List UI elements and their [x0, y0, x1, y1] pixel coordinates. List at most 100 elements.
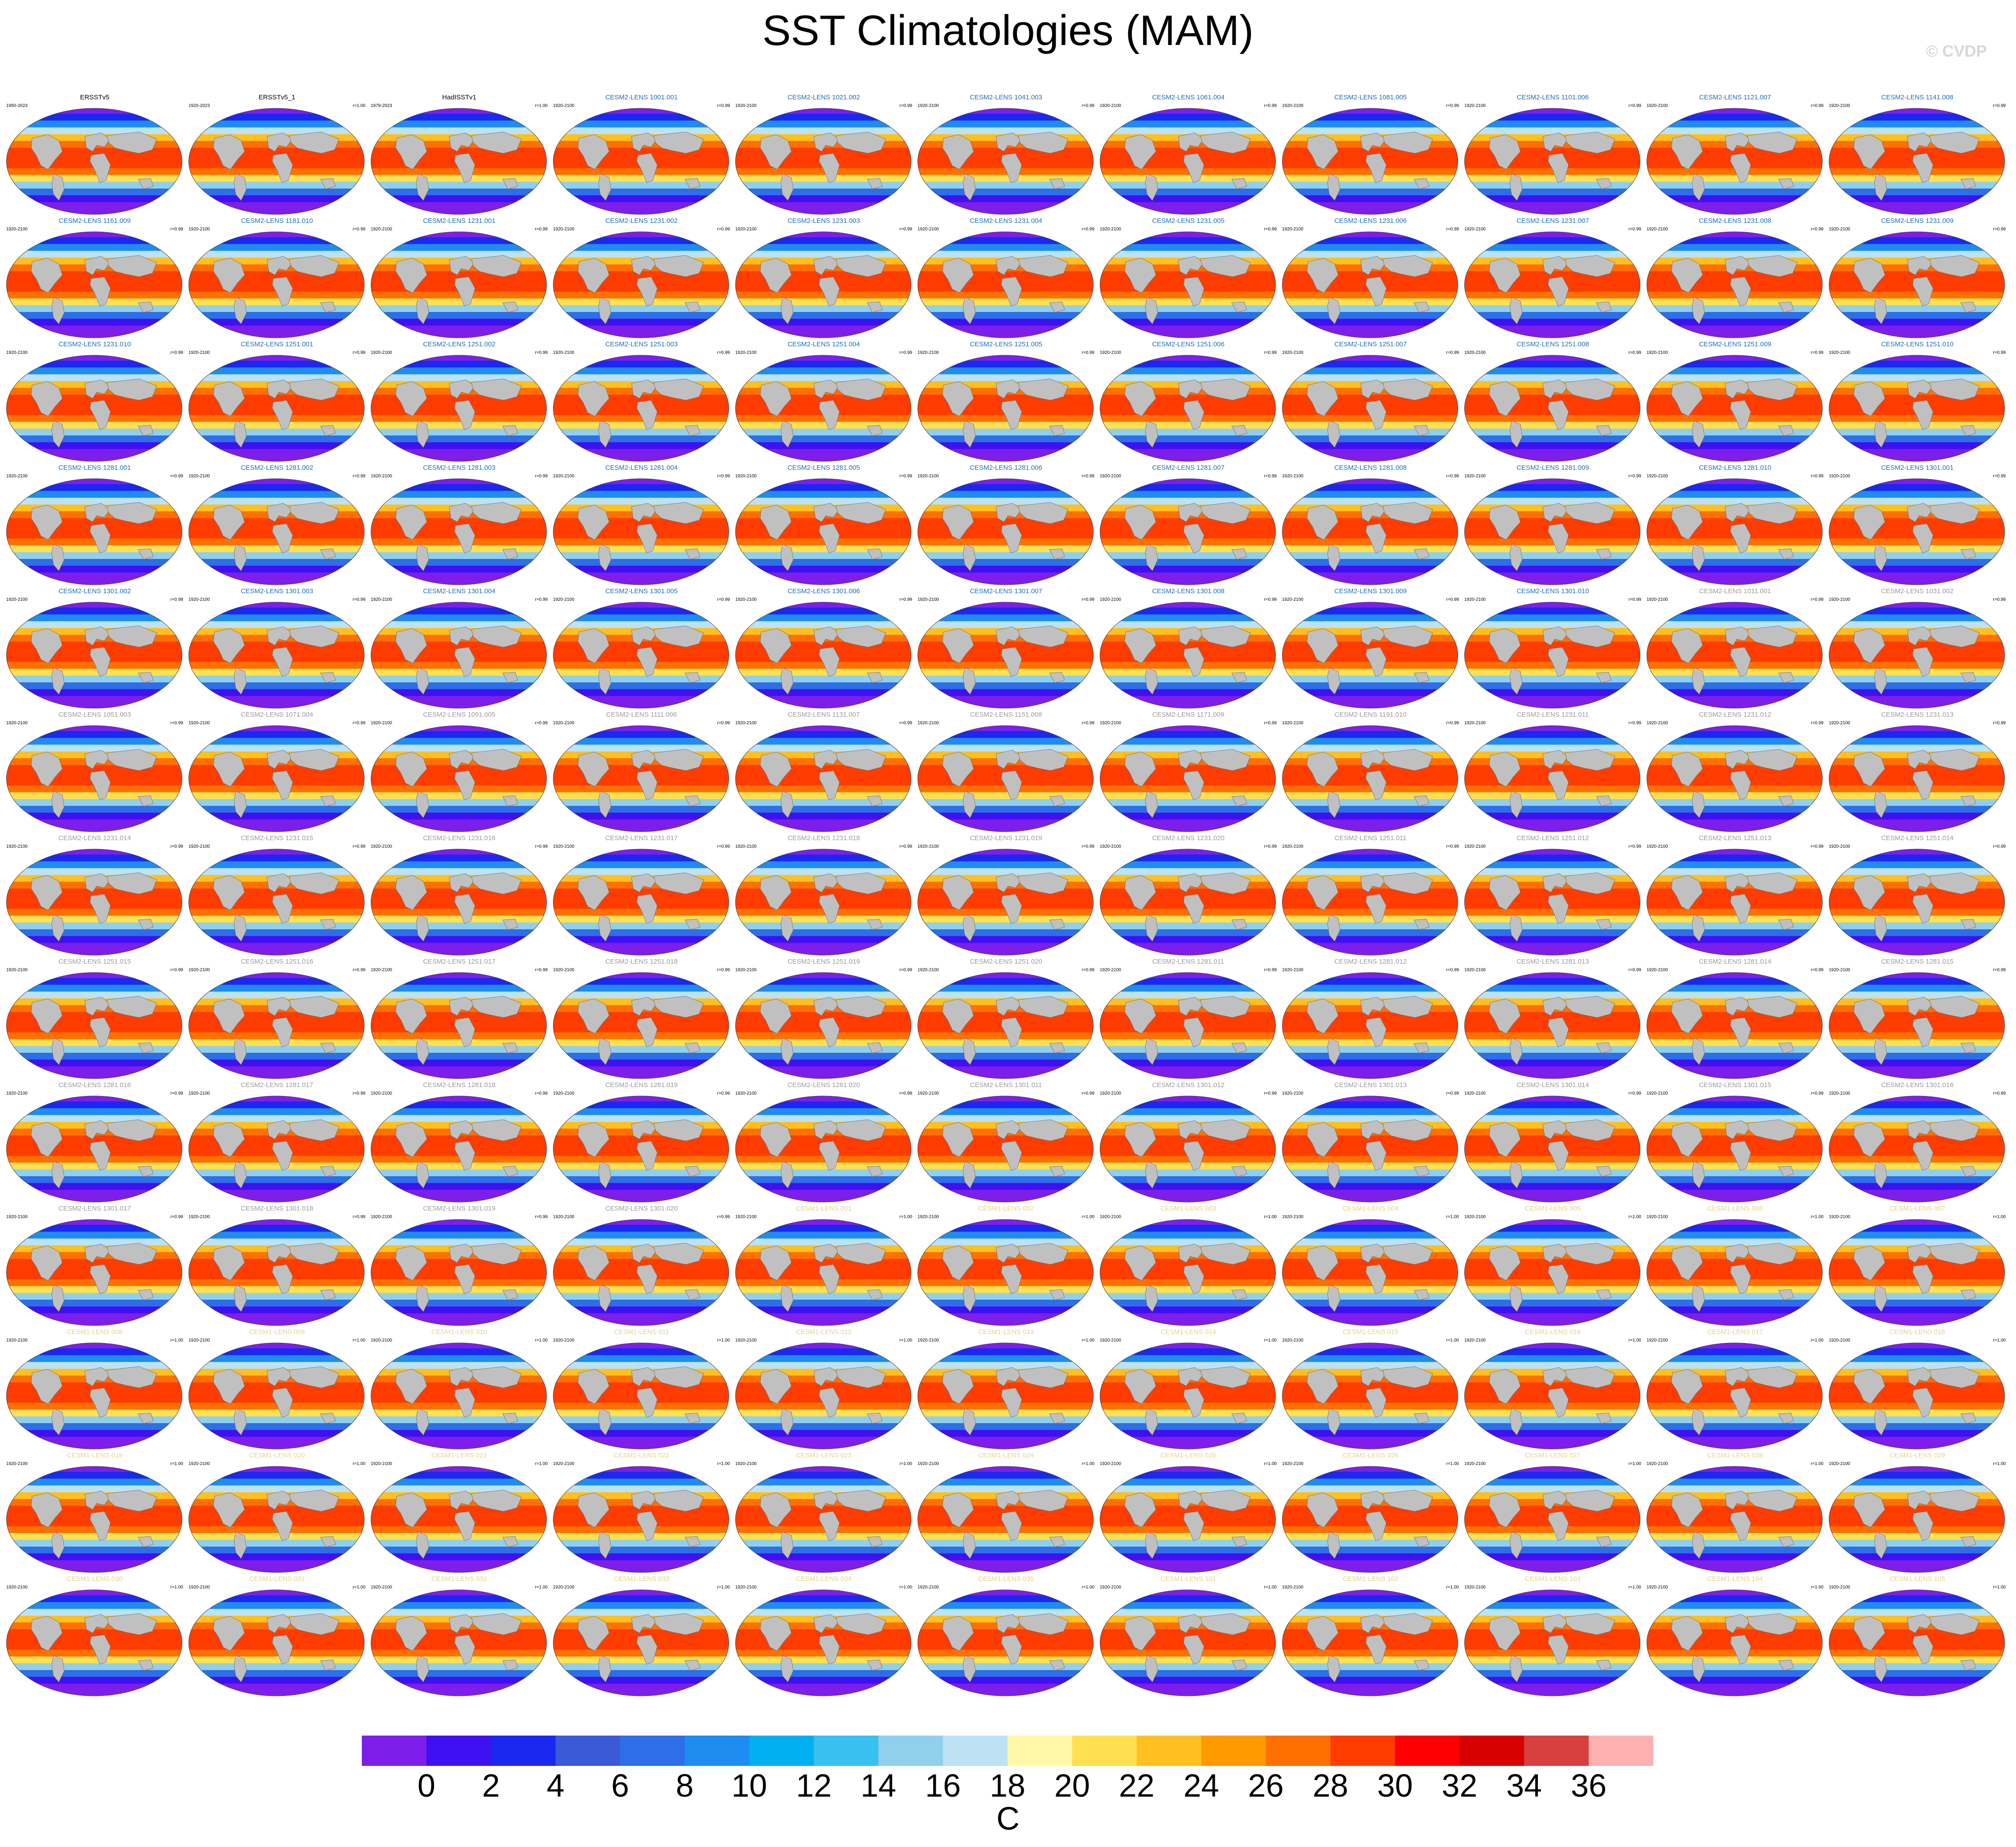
sst-band: [371, 607, 547, 615]
sst-band: [188, 572, 365, 580]
sst-band: [1100, 675, 1276, 683]
land-mask: [760, 1122, 792, 1157]
sst-band: [553, 806, 729, 813]
sst-band: [1100, 813, 1276, 820]
sst-band: [1464, 861, 1640, 869]
map-outline: [735, 355, 911, 462]
map-outline: [1647, 108, 1823, 215]
sst-band: [735, 415, 911, 423]
sst-band: [1282, 1101, 1458, 1109]
map-panel: CESM2-LENS 1281.008 1920-2100 r=0.99: [1279, 464, 1462, 587]
sst-band: [1647, 1219, 1823, 1225]
land-mask: [1960, 919, 1976, 930]
map-panel: CESM2-LENS 1231.016 1920-2100 r=0.99: [368, 834, 550, 958]
sst-band: [735, 1423, 911, 1430]
land-mask: [213, 381, 245, 417]
sst-band: [1100, 181, 1276, 189]
sst-band: [1464, 1101, 1640, 1109]
sst-band: [1647, 566, 1823, 573]
sst-band: [1464, 168, 1640, 176]
sst-band: [918, 1156, 1094, 1163]
land-mask: [636, 770, 658, 800]
map-outline: [735, 1096, 911, 1203]
sst-band: [1647, 1348, 1823, 1356]
panel-period: 1920-2100: [1100, 597, 1121, 602]
sst-band: [553, 696, 729, 703]
map-outline: [1282, 478, 1458, 585]
land-mask: [502, 795, 518, 807]
sst-band: [553, 1053, 729, 1060]
sst-band: [1100, 1101, 1276, 1109]
land-mask: [996, 873, 1022, 893]
panel-title: CESM1-LENS 033: [613, 1575, 670, 1583]
panel-correlation: r=0.99: [1628, 350, 1641, 355]
sst-band: [188, 545, 365, 553]
land-mask: [84, 997, 111, 1016]
sst-band: [188, 1320, 365, 1326]
sst-band: [553, 415, 729, 423]
panel-correlation: r=0.99: [1082, 968, 1094, 973]
land-mask: [1747, 502, 1798, 524]
sst-band: [918, 319, 1094, 326]
sst-band: [1464, 579, 1640, 585]
sst-band: [6, 792, 182, 800]
sst-band: [1282, 849, 1458, 855]
map-panel: CESM2-LENS 1281.009 1920-2100 r=0.99: [1462, 464, 1644, 587]
sst-band: [553, 1300, 729, 1307]
land-mask: [1200, 255, 1251, 277]
sst-band: [188, 915, 365, 923]
panel-title: HadISSTv1: [442, 94, 476, 101]
panel-correlation: r=0.99: [1811, 474, 1823, 479]
land-mask: [867, 1042, 883, 1054]
sst-band: [1100, 250, 1276, 258]
sst-band: [1647, 936, 1823, 944]
land-mask: [1747, 996, 1798, 1018]
land-mask: [1725, 626, 1751, 646]
sst-band: [1282, 1348, 1458, 1356]
map-outline: [1647, 725, 1823, 832]
sst-band: [1100, 682, 1276, 690]
panel-title: CESM2-LENS 1281.012: [1334, 958, 1407, 965]
land-mask: [1565, 378, 1615, 401]
sst-band: [1647, 1409, 1823, 1417]
panel-period: 1920-2100: [1647, 721, 1668, 726]
sst-band: [1282, 973, 1458, 978]
panel-period: 1920-2100: [1464, 597, 1486, 602]
sst-band: [6, 491, 182, 498]
sst-band: [6, 1313, 182, 1321]
land-mask: [819, 276, 840, 307]
sst-band: [1282, 181, 1458, 189]
panel-title: CESM1-LENS 025: [1160, 1452, 1217, 1459]
sst-band: [1464, 1219, 1640, 1225]
sst-band: [1829, 909, 2005, 916]
sst-band: [6, 1096, 182, 1102]
sst-band: [6, 1059, 182, 1067]
land-mask: [90, 400, 111, 430]
sst-band: [553, 909, 729, 916]
sst-band: [918, 1190, 1094, 1197]
sst-band: [1100, 312, 1276, 319]
sst-map: [1464, 1342, 1640, 1449]
panel-period: 1920-2100: [188, 968, 210, 973]
sst-band: [735, 738, 911, 745]
sst-band: [1282, 1423, 1458, 1430]
land-mask: [942, 505, 974, 540]
sst-band: [371, 1176, 547, 1183]
sst-band: [1647, 662, 1823, 669]
land-mask: [213, 1122, 245, 1157]
sst-band: [1282, 1443, 1458, 1449]
panel-title: CESM2-LENS 1281.002: [241, 464, 313, 472]
land-mask: [1692, 1038, 1705, 1065]
map-outline: [1282, 849, 1458, 956]
land-mask: [1929, 996, 1980, 1018]
sst-band: [1647, 355, 1823, 361]
land-mask: [213, 134, 245, 170]
land-mask: [502, 178, 518, 189]
land-mask: [1200, 996, 1251, 1018]
sst-map: [6, 108, 182, 215]
sst-band: [1464, 1293, 1640, 1300]
sst-band: [371, 422, 547, 429]
sst-band: [6, 1609, 182, 1616]
panel-title: CESM1-LENS 030: [66, 1575, 123, 1583]
land-mask: [1307, 505, 1339, 540]
